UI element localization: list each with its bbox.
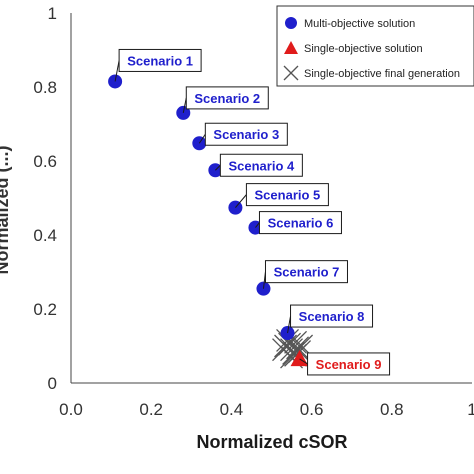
label-connector bbox=[235, 194, 247, 208]
x-axis-label: Normalized cSOR bbox=[196, 432, 347, 452]
legend-circle-marker bbox=[285, 17, 297, 29]
label-connector bbox=[198, 133, 206, 144]
y-tick-label: 1 bbox=[48, 4, 57, 23]
scenario-label: Scenario 5 bbox=[255, 188, 321, 203]
scenario-label: Scenario 7 bbox=[274, 265, 340, 280]
legend: Multi-objective solution Single-objective… bbox=[276, 5, 474, 87]
tick-labels: 0.0 0.2 0.4 0.6 0.8 1 0 0.2 0.4 0.6 0.8 1 bbox=[33, 4, 474, 419]
x-mark-stroke bbox=[280, 338, 304, 362]
scenario-label-box bbox=[258, 211, 342, 235]
y-tick-label: 0.6 bbox=[33, 152, 57, 171]
scenario-label: Scenario 8 bbox=[299, 309, 365, 324]
y-tick-label: 0.4 bbox=[33, 226, 57, 245]
x-tick-label: 1 bbox=[467, 400, 474, 419]
final-generation-marker bbox=[276, 328, 299, 352]
x-mark-stroke bbox=[284, 343, 308, 367]
scenario-label: Scenario 2 bbox=[194, 91, 260, 106]
x-mark-stroke bbox=[280, 345, 304, 369]
legend-triangle-marker bbox=[284, 41, 298, 54]
scenario-label: Scenario 3 bbox=[213, 127, 279, 142]
y-tick-label: 0 bbox=[48, 374, 57, 393]
legend-box bbox=[276, 5, 474, 87]
legend-label: Single-objective solution bbox=[304, 43, 423, 55]
label-connector bbox=[255, 222, 260, 228]
scenario-label: Scenario 9 bbox=[316, 357, 382, 372]
label-connector bbox=[114, 60, 120, 82]
label-connector bbox=[215, 164, 221, 171]
axes bbox=[70, 13, 472, 384]
scenario-label-box bbox=[185, 86, 269, 110]
scenario-label-box bbox=[264, 260, 348, 284]
x-tick-label: 0.2 bbox=[139, 400, 163, 419]
final-generation-markers bbox=[272, 328, 314, 369]
label-connector bbox=[299, 358, 308, 365]
y-axis-label: Normalized (...) bbox=[0, 145, 12, 274]
x-mark-stroke bbox=[278, 332, 302, 356]
x-tick-label: 0.4 bbox=[220, 400, 244, 419]
scenario-label-box bbox=[219, 153, 303, 177]
scenario-label-box bbox=[118, 48, 202, 72]
scenario-label-box bbox=[290, 304, 374, 328]
scenario-label-box bbox=[245, 183, 329, 207]
scenario-label-box bbox=[204, 122, 288, 146]
scenario-label: Scenario 4 bbox=[228, 158, 295, 173]
x-mark-stroke bbox=[284, 330, 308, 354]
legend-label: Multi-objective solution bbox=[304, 18, 415, 30]
x-tick-label: 0.8 bbox=[380, 400, 404, 419]
scenario-label-box bbox=[307, 352, 391, 376]
legend-x-stroke bbox=[283, 65, 299, 81]
x-tick-label: 0.6 bbox=[300, 400, 324, 419]
y-tick-label: 0.2 bbox=[33, 300, 57, 319]
scenario-label: Scenario 1 bbox=[127, 53, 193, 68]
scenario-label: Scenario 6 bbox=[268, 216, 334, 231]
x-tick-label: 0.0 bbox=[59, 400, 83, 419]
legend-label: Single-objective final generation bbox=[304, 68, 460, 80]
y-tick-label: 0.8 bbox=[33, 78, 57, 97]
scenario-labels: Scenario 1 Scenario 2 Scenario 3 Scenario 4… bbox=[114, 48, 391, 376]
x-mark-stroke bbox=[276, 328, 299, 352]
